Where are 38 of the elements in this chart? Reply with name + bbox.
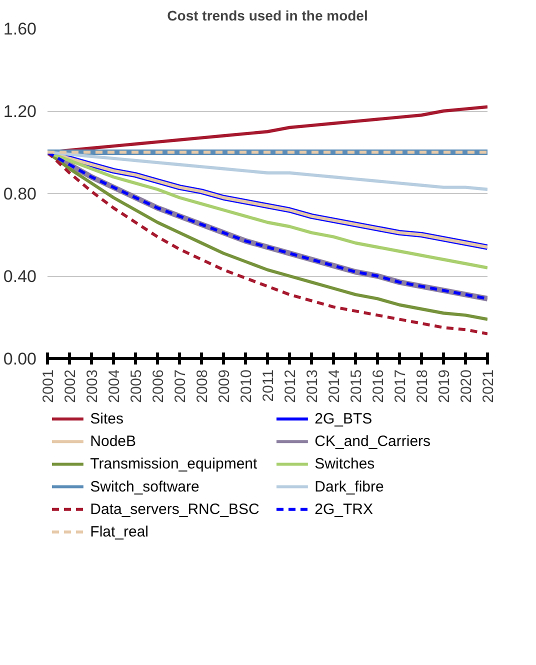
x-tick-label: 2013 — [304, 369, 321, 403]
x-tick-label: 2007 — [172, 369, 189, 403]
x-tick-label: 2008 — [194, 369, 211, 403]
x-tick-label: 2006 — [150, 369, 167, 403]
legend-label: Switches — [314, 456, 375, 473]
x-tick-label: 2011 — [260, 369, 277, 402]
x-tick-label: 2019 — [436, 369, 453, 403]
chart-title: Cost trends used in the model — [167, 8, 368, 24]
legend-label: NodeB — [90, 433, 136, 450]
x-tick-label: 2014 — [326, 369, 343, 403]
legend-label: Sites — [90, 410, 124, 428]
y-tick-label: 0.00 — [3, 350, 37, 368]
legend-label: Switch_software — [90, 478, 200, 496]
x-tick-label: 2021 — [480, 369, 497, 403]
x-tick-label: 2018 — [414, 369, 431, 403]
y-tick-label: 0.40 — [3, 267, 37, 286]
x-tick-label: 2010 — [238, 369, 255, 403]
legend-label: Transmission_equipment — [90, 456, 258, 473]
x-tick-label: 2002 — [62, 369, 79, 403]
y-tick-label: 1.60 — [3, 20, 37, 38]
legend-label: Flat_real — [90, 523, 149, 540]
y-tick-label: 1.20 — [3, 102, 37, 121]
x-tick-label: 2005 — [128, 369, 145, 403]
legend-label: Data_servers_RNC_BSC — [90, 500, 260, 518]
x-tick-label: 2003 — [84, 369, 101, 403]
x-tick-label: 2009 — [216, 369, 233, 403]
legend-label: 2G_BTS — [314, 410, 372, 428]
y-tick-label: 0.80 — [3, 184, 37, 204]
x-tick-label: 2012 — [282, 369, 299, 403]
x-tick-label: 2016 — [370, 369, 387, 403]
x-tick-label: 2017 — [392, 369, 409, 403]
legend-label: CK_and_Carriers — [314, 433, 431, 450]
x-tick-label: 2015 — [348, 369, 365, 403]
x-tick-label: 2001 — [40, 369, 57, 403]
x-tick-label: 2004 — [106, 369, 123, 403]
x-tick-label: 2020 — [458, 369, 475, 403]
legend-label: Dark_fibre — [314, 478, 384, 496]
legend-label: 2G_TRX — [314, 500, 374, 518]
